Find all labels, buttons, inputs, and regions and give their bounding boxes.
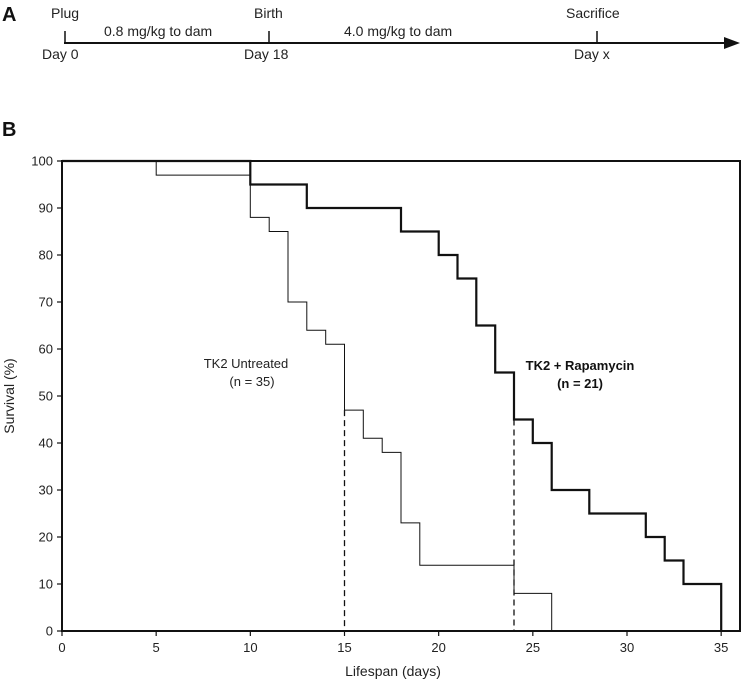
- survival-curves: [62, 159, 723, 631]
- median-lines: [343, 410, 515, 631]
- y-tick-label: 90: [39, 201, 53, 216]
- dose-1-label: 0.8 mg/kg to dam: [104, 23, 212, 39]
- y-tick-label: 20: [39, 530, 53, 545]
- x-axis: 0 5 10 15 20 25 30 35: [58, 631, 728, 655]
- untreated-curve: [62, 160, 553, 631]
- dose-2-label: 4.0 mg/kg to dam: [344, 23, 452, 39]
- rapamycin-curve: [62, 159, 723, 631]
- y-tick-label: 10: [39, 577, 53, 592]
- event-plug-day: Day 0: [42, 46, 79, 62]
- untreated-series-label: TK2 Untreated: [204, 356, 289, 371]
- y-tick-label: 60: [39, 342, 53, 357]
- y-axis: 0 10 20 30 40 50 60 70 80 90 100: [31, 154, 62, 639]
- y-tick-label: 40: [39, 436, 53, 451]
- x-tick-label: 10: [243, 640, 257, 655]
- y-tick-label: 70: [39, 295, 53, 310]
- x-axis-title: Lifespan (days): [345, 663, 441, 679]
- y-tick-label: 0: [46, 624, 53, 639]
- timeline: Plug Day 0 Birth Day 18 Sacrifice Day x …: [42, 5, 740, 62]
- event-sacrifice-day: Day x: [574, 46, 610, 62]
- x-tick-label: 5: [153, 640, 160, 655]
- event-plug-label: Plug: [51, 5, 79, 21]
- y-tick-label: 30: [39, 483, 53, 498]
- x-tick-label: 25: [526, 640, 540, 655]
- panel-a-letter: A: [2, 4, 16, 26]
- x-tick-label: 30: [620, 640, 634, 655]
- x-tick-label: 0: [58, 640, 65, 655]
- x-tick-label: 35: [714, 640, 728, 655]
- untreated-n-label: (n = 35): [229, 374, 274, 389]
- timeline-arrowhead: [724, 37, 740, 49]
- event-birth-day: Day 18: [244, 46, 289, 62]
- rapamycin-n-label: (n = 21): [557, 376, 603, 391]
- y-tick-label: 50: [39, 389, 53, 404]
- event-birth-label: Birth: [254, 5, 283, 21]
- y-tick-label: 80: [39, 248, 53, 263]
- x-tick-label: 15: [337, 640, 351, 655]
- x-tick-label: 20: [431, 640, 445, 655]
- y-tick-label: 100: [31, 154, 53, 169]
- event-sacrifice-label: Sacrifice: [566, 5, 620, 21]
- panel-b-letter: B: [2, 119, 16, 141]
- y-axis-title: Survival (%): [1, 358, 17, 433]
- rapamycin-series-label: TK2 + Rapamycin: [526, 358, 635, 373]
